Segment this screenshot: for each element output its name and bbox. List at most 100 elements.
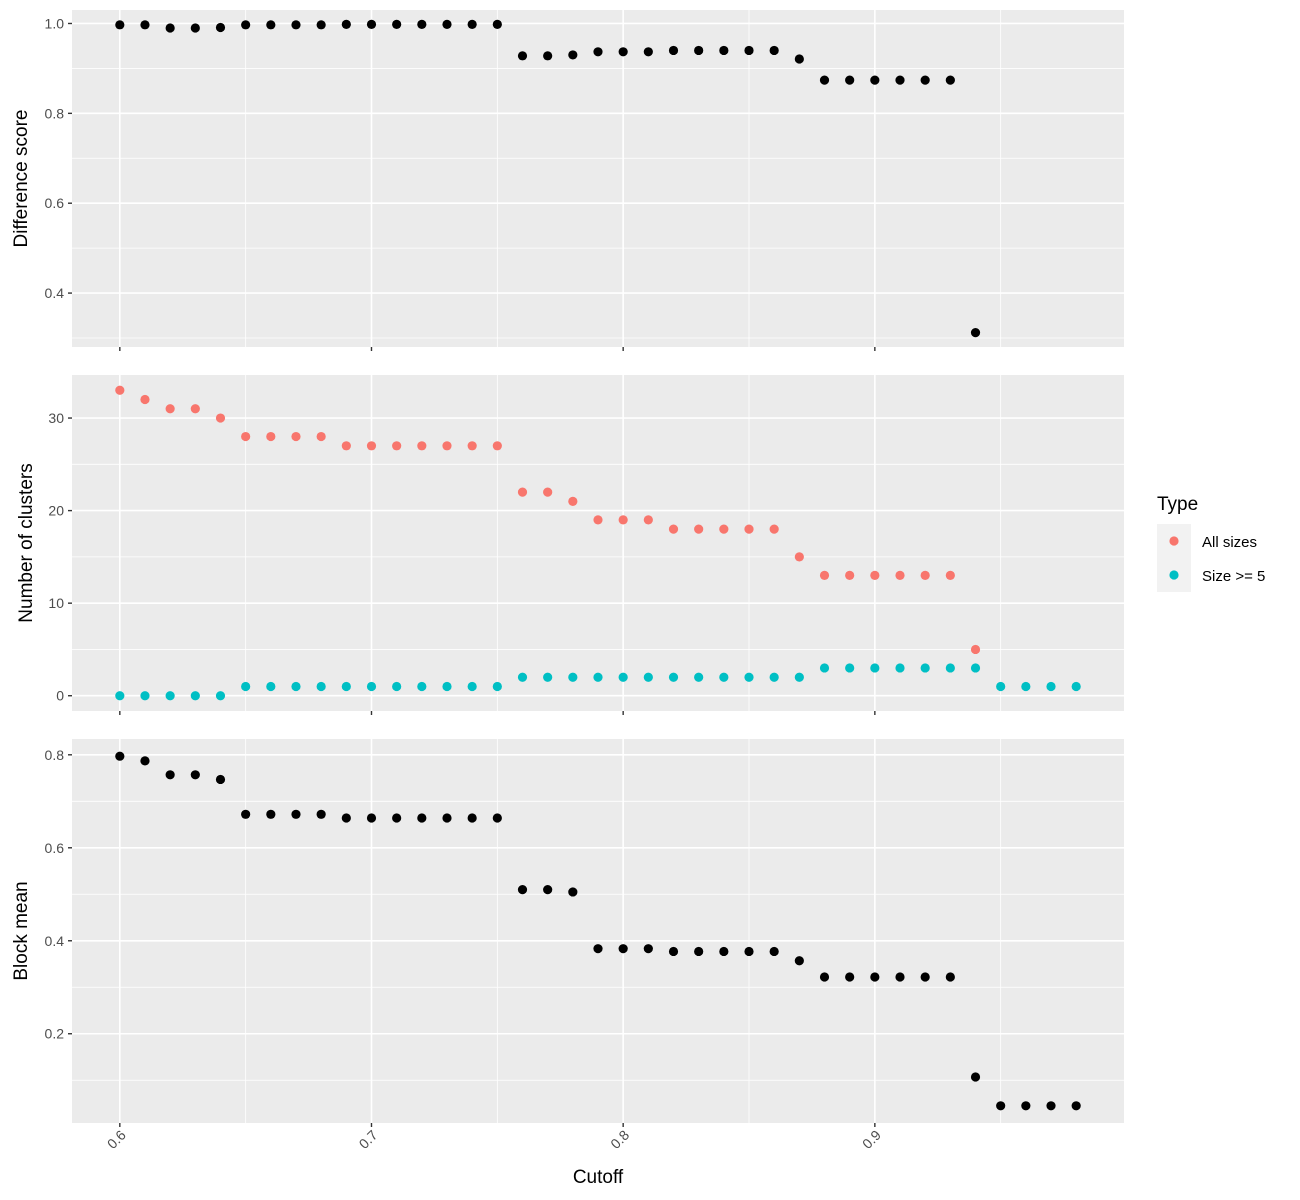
panel-background <box>72 10 1124 347</box>
x-tick-label: 0.9 <box>859 1127 884 1152</box>
data-point <box>215 774 226 785</box>
data-point <box>517 672 528 682</box>
data-point <box>794 54 804 64</box>
data-point <box>945 972 955 982</box>
data-point <box>593 47 603 57</box>
data-point <box>165 691 175 701</box>
panel-background <box>72 739 1124 1123</box>
legend-label-size-5: Size >= 5 <box>1202 568 1265 585</box>
data-point <box>870 570 880 580</box>
legend-title: Type <box>1157 494 1198 515</box>
data-point <box>140 691 150 701</box>
data-point <box>593 515 603 525</box>
data-point <box>1046 681 1056 692</box>
data-point <box>996 681 1006 692</box>
data-point <box>845 570 855 580</box>
data-point <box>719 524 729 534</box>
y-tick-label: 0.6 <box>45 840 65 856</box>
legend-point-size-5 <box>1169 570 1179 580</box>
data-point <box>1071 1101 1081 1111</box>
data-point <box>845 75 855 85</box>
data-point <box>366 19 377 29</box>
panel-number-of-clusters: 0 10 20 30 Number of clusters <box>16 375 1124 715</box>
chart-panels: 0.4 0.6 0.8 1.0 Difference score 0 10 20 30 Numbe… <box>11 10 1124 1127</box>
data-point <box>140 394 150 405</box>
data-point <box>744 524 754 534</box>
data-point <box>945 75 955 85</box>
data-point <box>794 672 804 682</box>
legend-item-all-sizes: All sizes <box>1157 524 1257 558</box>
data-point <box>266 431 276 442</box>
data-point <box>341 681 351 692</box>
data-point <box>643 515 653 525</box>
panel-block-mean: 0.2 0.4 0.6 0.8 Block mean <box>11 739 1124 1127</box>
data-point <box>1021 1101 1031 1111</box>
data-point <box>945 570 955 580</box>
data-point <box>392 441 402 451</box>
data-point <box>467 813 477 823</box>
data-point <box>920 972 930 982</box>
data-point <box>568 50 578 60</box>
data-point <box>392 681 402 692</box>
data-point <box>291 681 301 692</box>
data-point <box>543 672 553 682</box>
series-all-sizes <box>115 385 981 655</box>
data-point <box>870 75 880 85</box>
x-tick-label: 0.8 <box>607 1127 632 1152</box>
data-point <box>593 944 603 954</box>
data-point <box>668 672 679 682</box>
data-point <box>492 681 502 692</box>
data-point <box>115 691 125 701</box>
data-point <box>392 813 402 823</box>
data-point <box>140 756 150 766</box>
data-point <box>291 20 301 30</box>
data-point <box>241 20 251 30</box>
data-point <box>241 681 251 692</box>
data-point <box>467 441 477 451</box>
data-point <box>140 20 150 30</box>
y-tick-label: 10 <box>48 595 64 611</box>
data-point <box>241 431 251 442</box>
data-point <box>417 681 427 692</box>
data-point <box>341 813 351 823</box>
data-point <box>668 524 679 534</box>
data-point <box>845 972 855 982</box>
x-axis: 0.6 0.7 0.8 0.9 <box>104 1127 884 1152</box>
data-point <box>442 441 452 451</box>
data-point <box>291 809 301 819</box>
data-point <box>920 570 930 580</box>
x-tick-label: 0.6 <box>104 1127 129 1152</box>
data-point <box>618 944 628 954</box>
data-point <box>593 672 603 682</box>
data-point <box>769 524 779 534</box>
data-point <box>417 441 427 451</box>
data-point <box>668 946 679 957</box>
data-point <box>442 813 452 823</box>
data-point <box>215 691 226 701</box>
data-point <box>568 887 578 897</box>
data-point <box>719 946 729 957</box>
data-point <box>719 672 729 682</box>
y-tick-label: 0.6 <box>45 195 65 211</box>
data-point <box>467 681 477 692</box>
data-point <box>794 552 804 562</box>
data-point <box>568 496 578 506</box>
data-point <box>694 946 704 957</box>
data-point <box>517 51 528 61</box>
data-point <box>895 663 905 673</box>
panel-background <box>72 375 1124 711</box>
data-point <box>366 441 377 451</box>
data-point <box>115 751 125 761</box>
data-point <box>568 672 578 682</box>
y-axis-title-number-of-clusters: Number of clusters <box>16 463 37 622</box>
data-point <box>920 75 930 85</box>
legend: Type All sizes Size >= 5 <box>1157 494 1265 592</box>
data-point <box>819 570 830 580</box>
data-point <box>543 487 553 497</box>
data-point <box>996 1101 1006 1111</box>
data-point <box>442 19 452 29</box>
data-point <box>1071 681 1081 692</box>
data-point <box>970 644 981 655</box>
data-point <box>870 972 880 982</box>
data-point <box>467 19 477 29</box>
